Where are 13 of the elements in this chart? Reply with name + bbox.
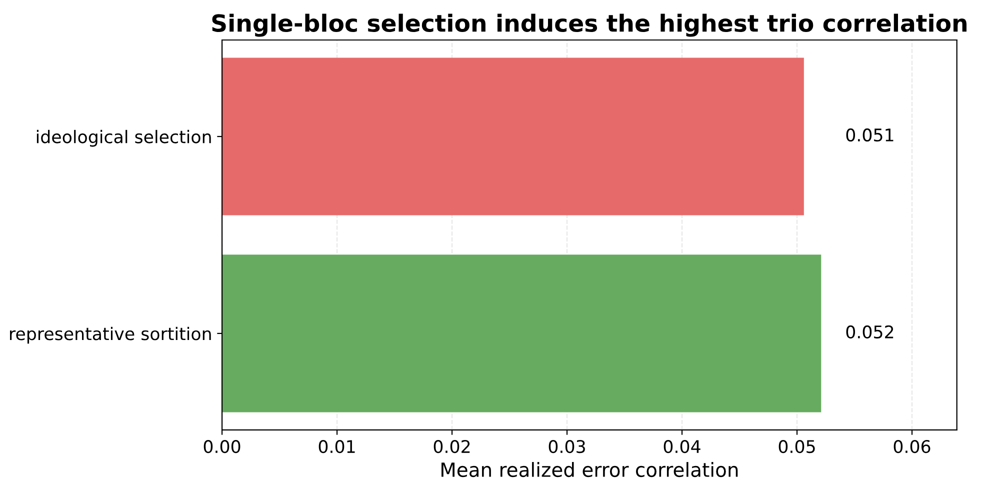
x-tick-label: 0.03 [548,440,585,454]
chart-title: Single-bloc selection induces the highest trio correlation [212,14,966,37]
x-tick-label: 0.05 [778,440,815,454]
data-label: 0.052 [846,325,894,338]
data-label: 0.051 [846,128,894,142]
x-axis-title: Mean realized error correlation [442,462,738,478]
x-tick-label: 0.06 [894,440,930,454]
x-tick-label: 0.01 [318,440,355,454]
y-tick-label: ideological selection [36,130,211,147]
x-tick-label: 0.00 [204,440,240,454]
x-tick-label: 0.04 [664,440,700,454]
x-tick-label: 0.02 [434,440,470,454]
y-tick-label: representative sortition [10,326,211,344]
